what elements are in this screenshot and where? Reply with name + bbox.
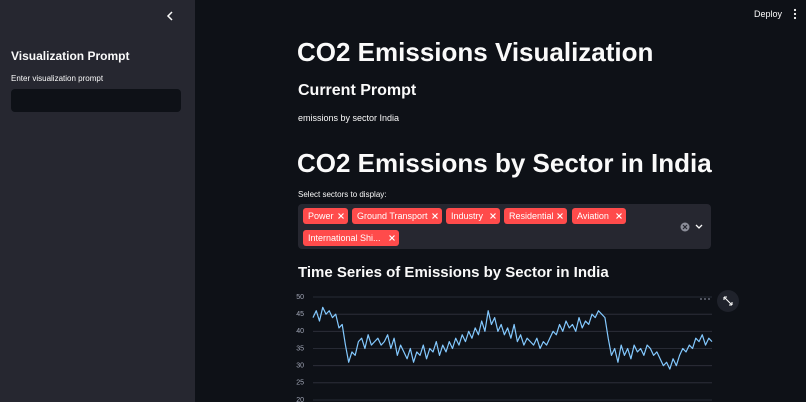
- chip-label: International Shi...: [308, 233, 381, 243]
- chip-remove[interactable]: [490, 213, 496, 219]
- chart-menu[interactable]: [698, 296, 712, 302]
- chart-title: Time Series of Emissions by Sector in In…: [298, 264, 609, 281]
- deploy-button[interactable]: Deploy: [754, 9, 783, 19]
- menu-icon[interactable]: [792, 8, 798, 20]
- sidebar: Visualization Prompt Enter visualization…: [0, 0, 195, 402]
- y-tick-label: 50: [296, 294, 304, 301]
- data-line: [312, 306, 713, 370]
- chip-label: Industry: [451, 211, 484, 221]
- fullscreen-button[interactable]: [716, 289, 740, 313]
- chip-remove[interactable]: [432, 213, 438, 219]
- sector-chip[interactable]: Residential: [504, 208, 567, 224]
- sector-chip[interactable]: Ground Transport: [352, 208, 442, 224]
- prompt-text: emissions by sector India: [298, 113, 400, 123]
- chip-remove[interactable]: [338, 213, 344, 219]
- y-tick-label: 35: [296, 345, 304, 352]
- y-tick-label: 20: [296, 397, 304, 402]
- sector-chip[interactable]: International Shi...: [303, 230, 399, 246]
- chip-remove[interactable]: [616, 213, 622, 219]
- sector-chip[interactable]: Power: [303, 208, 348, 224]
- multiselect-controls[interactable]: [679, 221, 705, 233]
- y-tick-label: 45: [296, 311, 304, 318]
- collapse-icon[interactable]: [165, 10, 175, 22]
- prompt-heading: Current Prompt: [298, 82, 417, 99]
- chip-label: Aviation: [577, 211, 609, 221]
- chip-remove[interactable]: [557, 213, 563, 219]
- prompt-input[interactable]: [11, 89, 181, 112]
- sector-chip[interactable]: Aviation: [572, 208, 626, 224]
- y-tick-label: 40: [296, 328, 304, 335]
- sector-chip[interactable]: Industry: [446, 208, 500, 224]
- y-tick-label: 30: [296, 363, 304, 370]
- page-title: CO2 Emissions Visualization: [297, 37, 654, 67]
- select-label: Select sectors to display:: [298, 190, 387, 199]
- chip-remove[interactable]: [389, 235, 395, 241]
- chart: 20 25 30 35 40 45 50: [296, 294, 713, 402]
- chip-label: Power: [308, 211, 334, 221]
- y-tick-label: 25: [296, 380, 304, 387]
- input-label: Enter visualization prompt: [11, 74, 104, 83]
- chip-label: Residential: [509, 211, 554, 221]
- section-title: CO2 Emissions by Sector in India: [297, 148, 712, 178]
- sidebar-title: Visualization Prompt: [11, 49, 130, 63]
- chip-label: Ground Transport: [357, 211, 428, 221]
